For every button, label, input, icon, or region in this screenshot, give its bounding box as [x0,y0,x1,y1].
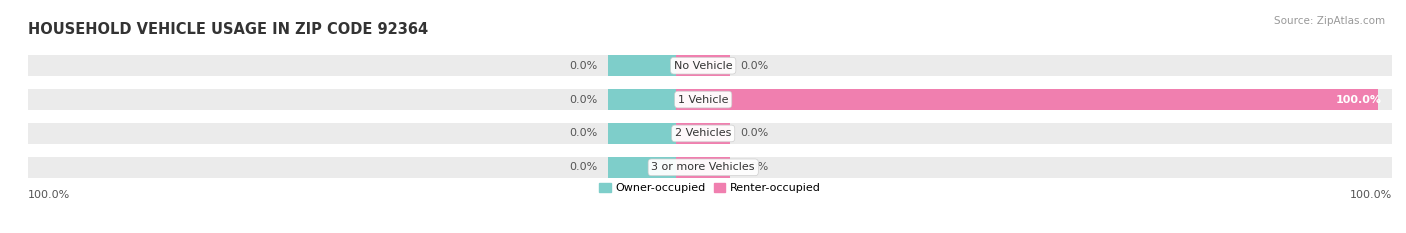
Bar [607,55,676,76]
Bar [607,157,676,178]
Text: 0.0%: 0.0% [569,128,598,138]
Bar [676,89,1378,110]
Text: 0.0%: 0.0% [569,162,598,172]
Text: 100.0%: 100.0% [1336,95,1382,105]
Text: HOUSEHOLD VEHICLE USAGE IN ZIP CODE 92364: HOUSEHOLD VEHICLE USAGE IN ZIP CODE 9236… [28,22,429,37]
Bar [676,55,731,76]
Text: 3 or more Vehicles: 3 or more Vehicles [651,162,755,172]
Text: 0.0%: 0.0% [741,128,769,138]
Bar [607,89,676,110]
Text: 0.0%: 0.0% [569,95,598,105]
Bar [28,55,1392,76]
Bar [28,123,1392,144]
Bar [607,123,676,144]
Text: 0.0%: 0.0% [741,61,769,71]
Bar [676,123,731,144]
Text: 0.0%: 0.0% [569,61,598,71]
Text: 100.0%: 100.0% [28,190,70,200]
Bar [676,157,731,178]
Text: Source: ZipAtlas.com: Source: ZipAtlas.com [1274,16,1385,26]
Text: 2 Vehicles: 2 Vehicles [675,128,731,138]
Bar [28,157,1392,178]
Text: 0.0%: 0.0% [741,162,769,172]
Text: No Vehicle: No Vehicle [673,61,733,71]
Text: 100.0%: 100.0% [1350,190,1392,200]
Text: 1 Vehicle: 1 Vehicle [678,95,728,105]
Bar [28,89,1392,110]
Legend: Owner-occupied, Renter-occupied: Owner-occupied, Renter-occupied [599,182,821,193]
